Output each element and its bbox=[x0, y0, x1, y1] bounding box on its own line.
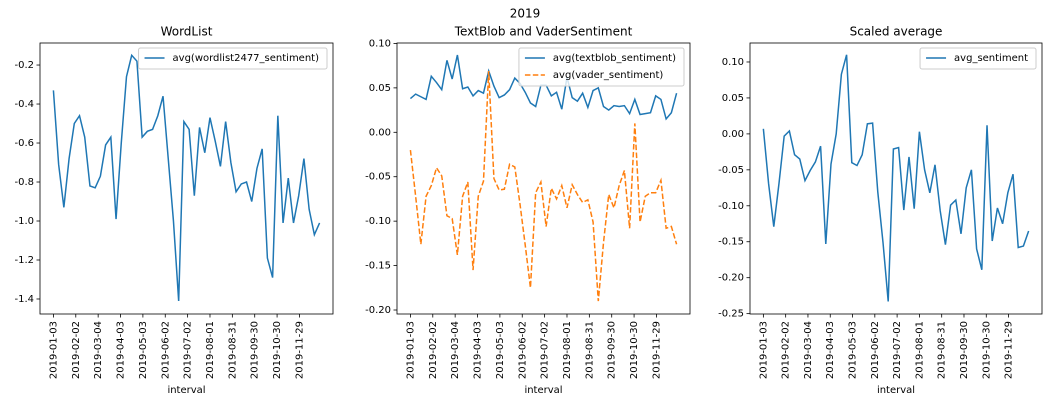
x-tick-label: 2019-07-02 bbox=[183, 321, 194, 379]
x-tick-label: 2019-04-03 bbox=[116, 321, 127, 379]
y-tick-label: -0.2 bbox=[14, 60, 34, 71]
subplot-title: Scaled average bbox=[850, 25, 943, 39]
x-tick-label: 2019-07-02 bbox=[892, 321, 903, 379]
subplot-title: WordList bbox=[161, 25, 213, 39]
x-tick-label: 2019-03-04 bbox=[450, 321, 461, 379]
y-tick-label: 0.10 bbox=[369, 38, 391, 49]
x-tick-label: 2019-08-01 bbox=[914, 321, 925, 379]
x-tick-label: 2019-06-02 bbox=[870, 321, 881, 379]
x-tick-label: 2019-01-03 bbox=[405, 321, 416, 379]
y-tick-label: -0.20 bbox=[365, 305, 391, 316]
subplot: Scaled average -0.25 -0.20 -0.15 -0.10 -0.05 0… bbox=[718, 25, 1043, 396]
y-tick-label: -0.05 bbox=[718, 165, 744, 176]
x-tick-label: 2019-11-29 bbox=[651, 321, 662, 379]
x-axis-label: interval bbox=[167, 385, 205, 396]
y-tick-label: 0.00 bbox=[722, 129, 744, 140]
subplot: TextBlob and VaderSentiment -0.20 -0.15 -0.… bbox=[365, 25, 691, 396]
legend-frame bbox=[138, 47, 328, 70]
y-tick-label: -0.25 bbox=[718, 309, 744, 320]
x-tick-label: 2019-08-31 bbox=[937, 321, 948, 379]
x-tick-label: 2019-01-03 bbox=[758, 321, 769, 379]
subplot-title: TextBlob and VaderSentiment bbox=[454, 25, 633, 39]
x-tick-label: 2019-07-02 bbox=[540, 321, 551, 379]
y-tick-label: -0.10 bbox=[365, 216, 391, 227]
x-tick-label: 2019-10-30 bbox=[981, 321, 992, 379]
axes-frame bbox=[39, 42, 334, 315]
y-tick-label: -0.15 bbox=[718, 237, 744, 248]
y-tick-label: -0.4 bbox=[14, 99, 34, 110]
legend-label: avg(vader_sentiment) bbox=[553, 70, 664, 81]
y-tick-label: -0.6 bbox=[14, 138, 34, 149]
axes-frame bbox=[396, 42, 691, 315]
x-tick-label: 2019-10-30 bbox=[629, 321, 640, 379]
legend: avg(wordlist2477_sentiment) bbox=[138, 47, 328, 70]
x-tick-label: 2019-11-29 bbox=[294, 321, 305, 379]
x-tick-label: 2019-05-03 bbox=[848, 321, 859, 379]
x-axis-label: interval bbox=[524, 385, 562, 396]
plot-area bbox=[762, 54, 1030, 302]
figure-title: 2019 bbox=[510, 7, 541, 21]
x-tick-label: 2019-02-02 bbox=[71, 321, 82, 379]
x-tick-label: 2019-03-04 bbox=[93, 321, 104, 379]
x-tick-label: 2019-03-04 bbox=[803, 321, 814, 379]
x-tick-label: 2019-08-01 bbox=[205, 321, 216, 379]
x-tick-label: 2019-10-30 bbox=[272, 321, 283, 379]
plot-area bbox=[52, 53, 321, 301]
x-tick-label: 2019-04-03 bbox=[473, 321, 484, 379]
x-tick-label: 2019-05-03 bbox=[138, 321, 149, 379]
x-tick-label: 2019-11-29 bbox=[1004, 321, 1015, 379]
x-tick-label: 2019-04-03 bbox=[825, 321, 836, 379]
legend-label: avg(wordlist2477_sentiment) bbox=[173, 53, 320, 64]
y-tick-label: 0.10 bbox=[722, 57, 744, 68]
x-tick-label: 2019-08-31 bbox=[584, 321, 595, 379]
legend: avg_sentiment bbox=[919, 47, 1037, 70]
y-tick-label: 0.00 bbox=[369, 127, 391, 138]
y-tick-label: -0.15 bbox=[365, 261, 391, 272]
x-tick-label: 2019-08-01 bbox=[562, 321, 573, 379]
x-axis-label: interval bbox=[877, 385, 915, 396]
y-tick-label: -0.10 bbox=[718, 201, 744, 212]
axes-frame bbox=[749, 42, 1043, 315]
x-tick-label: 2019-09-30 bbox=[250, 321, 261, 379]
y-tick-label: 0.05 bbox=[722, 93, 744, 104]
y-tick-label: -0.20 bbox=[718, 273, 744, 284]
legend: avg(textblob_sentiment) avg(vader_sentime… bbox=[518, 47, 685, 87]
series-line bbox=[52, 53, 321, 301]
y-tick-label: -1.4 bbox=[14, 294, 34, 305]
x-tick-label: 2019-01-03 bbox=[48, 321, 59, 379]
y-tick-label: 0.05 bbox=[369, 83, 391, 94]
series-line bbox=[762, 54, 1030, 302]
y-tick-label: -1.0 bbox=[14, 216, 34, 227]
x-tick-label: 2019-06-02 bbox=[160, 321, 171, 379]
y-tick-label: -0.05 bbox=[365, 172, 391, 183]
legend-label: avg_sentiment bbox=[954, 53, 1028, 64]
x-tick-label: 2019-06-02 bbox=[517, 321, 528, 379]
y-tick-label: -0.8 bbox=[14, 177, 34, 188]
legend-frame bbox=[919, 47, 1037, 70]
legend-frame bbox=[518, 47, 685, 87]
x-tick-label: 2019-05-03 bbox=[495, 321, 506, 379]
x-tick-label: 2019-02-02 bbox=[428, 321, 439, 379]
x-tick-label: 2019-08-31 bbox=[227, 321, 238, 379]
legend-label: avg(textblob_sentiment) bbox=[553, 53, 676, 64]
plot-area bbox=[409, 54, 678, 302]
series-line bbox=[409, 70, 678, 302]
y-tick-label: -1.2 bbox=[14, 255, 34, 266]
subplot: WordList -1.4 -1.2 -1.0 -0.8 -0.6 -0.4 -0.2 2019… bbox=[14, 25, 334, 396]
x-tick-label: 2019-09-30 bbox=[959, 321, 970, 379]
x-tick-label: 2019-02-02 bbox=[781, 321, 792, 379]
x-tick-label: 2019-09-30 bbox=[607, 321, 618, 379]
